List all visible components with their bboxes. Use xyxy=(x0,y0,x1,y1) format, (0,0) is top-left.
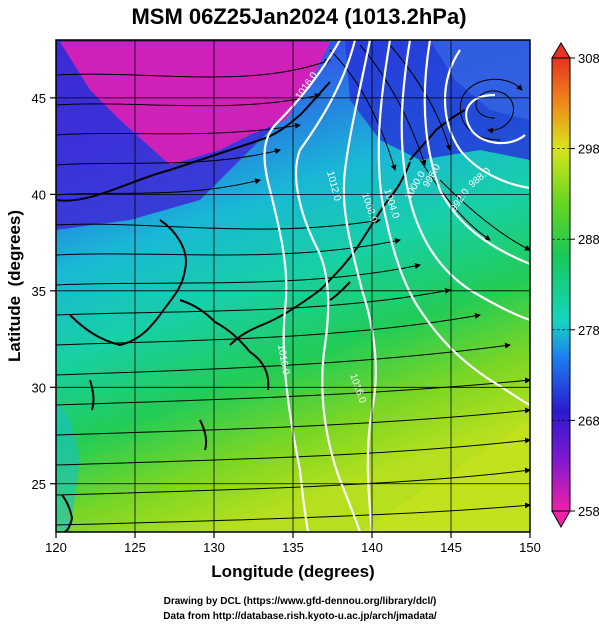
colorbar-tick-label: 288 xyxy=(578,232,599,247)
credit-drawing: Drawing by DCL (https://www.gfd-dennou.o… xyxy=(164,596,437,607)
x-axis-label: Longitude (degrees) xyxy=(211,562,374,581)
colorbar: 308 298 288 278 268 258 xyxy=(551,42,599,529)
coastlines xyxy=(56,81,466,532)
x-tick-label: 140 xyxy=(361,540,383,555)
y-tick-label: 40 xyxy=(32,187,46,202)
y-axis: 25 30 35 40 45 xyxy=(32,91,56,492)
x-tick-label: 150 xyxy=(519,540,541,555)
x-axis: 120 125 130 135 140 145 150 xyxy=(45,532,541,555)
isobar-label: 1016.0 xyxy=(275,344,291,376)
y-tick-label: 25 xyxy=(32,477,46,492)
x-tick-label: 135 xyxy=(282,540,304,555)
x-tick-label: 145 xyxy=(440,540,462,555)
colorbar-tick-label: 258 xyxy=(578,504,599,519)
colorbar-bottom-extension xyxy=(551,510,571,529)
x-tick-label: 120 xyxy=(45,540,67,555)
colorbar-tick-label: 278 xyxy=(578,323,599,338)
isobars xyxy=(263,40,530,532)
colorbar-ticks: 308 298 288 278 268 258 xyxy=(552,51,599,519)
y-tick-label: 30 xyxy=(32,380,46,395)
colorbar-body xyxy=(551,57,571,512)
streamline-set-south xyxy=(56,377,530,526)
y-tick-label: 35 xyxy=(32,284,46,299)
wind-streamlines xyxy=(56,44,530,526)
streamline-set-north xyxy=(56,58,331,196)
y-axis-label: Latitude (degrees) xyxy=(5,210,24,362)
credit-data: Data from http://database.rish.kyoto-u.a… xyxy=(163,611,437,622)
colorbar-tick-label: 298 xyxy=(578,142,599,157)
chart-title: MSM 06Z25Jan2024 (1013.2hPa) xyxy=(131,4,466,29)
colorbar-tick-label: 308 xyxy=(578,51,599,66)
x-tick-label: 130 xyxy=(203,540,225,555)
x-tick-label: 125 xyxy=(124,540,146,555)
y-tick-label: 45 xyxy=(32,91,46,106)
colorbar-tick-label: 268 xyxy=(578,413,599,428)
colorbar-top-extension xyxy=(551,42,571,59)
